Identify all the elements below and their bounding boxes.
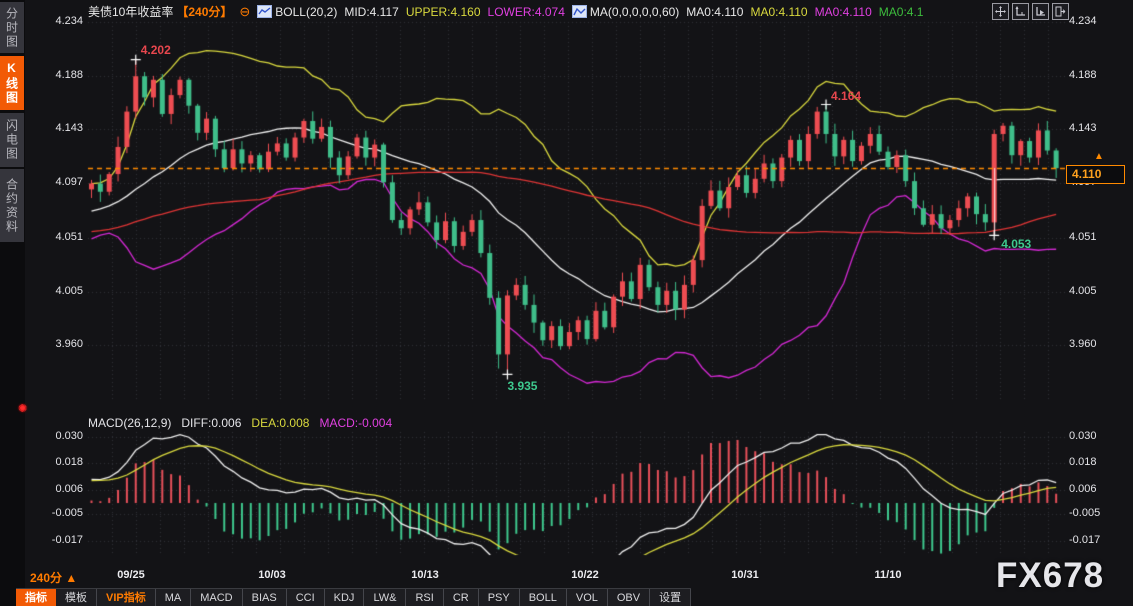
boll-lower-value: LOWER:4.074 (488, 5, 565, 19)
price-axis-tick-left: 3.960 (28, 338, 83, 350)
axis-scale-icon[interactable] (1012, 3, 1029, 20)
ma-value-2: MA0:4.110 (750, 5, 807, 19)
tab-lwr[interactable]: LW& (364, 589, 406, 606)
macd-axis-tick-left: -0.005 (28, 507, 83, 519)
chart-tools (992, 3, 1069, 20)
tab-macd[interactable]: MACD (191, 589, 242, 606)
tab-vol[interactable]: VOL (567, 589, 608, 606)
tab-ma[interactable]: MA (156, 589, 192, 606)
date-label: 10/03 (250, 569, 294, 581)
tab-settings[interactable]: 设置 (650, 589, 691, 606)
macd-dea-value: DEA:0.008 (251, 416, 309, 430)
macd-axis-tick-left: 0.006 (28, 483, 83, 495)
ma-value-1: MA0:4.110 (686, 5, 743, 19)
period-selector[interactable]: 240分 ▲ (30, 569, 77, 586)
main-chart-canvas[interactable] (0, 0, 1133, 556)
tab-psy[interactable]: PSY (479, 589, 520, 606)
tab-vip-indicator[interactable]: VIP指标 (97, 589, 156, 606)
tab-rsi[interactable]: RSI (406, 589, 443, 606)
tab-boll[interactable]: BOLL (520, 589, 567, 606)
tab-template[interactable]: 模板 (56, 589, 97, 606)
chart-annotation: 3.935 (507, 379, 537, 393)
macd-axis-tick-right: -0.017 (1069, 534, 1100, 546)
tab-cci[interactable]: CCI (287, 589, 325, 606)
price-axis-tick-left: 4.234 (28, 15, 83, 27)
pan-icon[interactable] (992, 3, 1009, 20)
date-label: 10/13 (403, 569, 447, 581)
macd-axis-tick-right: 0.030 (1069, 430, 1097, 442)
period-badge[interactable]: 【240分】 (176, 3, 232, 20)
macd-axis-tick-right: -0.005 (1069, 507, 1100, 519)
tab-flash-chart[interactable]: 闪电图 (0, 113, 24, 167)
watermark: FX678 (996, 556, 1104, 596)
price-alert-icon[interactable]: ✺ (18, 402, 27, 415)
tab-cr[interactable]: CR (444, 589, 479, 606)
x-axis-row: 240分 ▲ 09/25 10/03 10/13 10/22 10/31 11/10 (25, 564, 1133, 588)
macd-macd-value: MACD:-0.004 (319, 416, 392, 430)
price-axis-tick-right: 4.005 (1069, 285, 1097, 297)
price-axis-tick-right: 4.051 (1069, 231, 1097, 243)
price-axis-tick-right: 4.188 (1069, 69, 1097, 81)
tab-kline-chart[interactable]: K线图 (0, 56, 24, 110)
indicator-toolbar: 指标模板VIP指标MAMACDBIASCCIKDJLW&RSICRPSYBOLL… (16, 588, 691, 606)
chart-annotation: 4.053 (1001, 237, 1031, 251)
price-axis-tick-left: 4.143 (28, 122, 83, 134)
ma-value-4: MA0:4.1 (879, 5, 924, 19)
tab-time-chart[interactable]: 分时图 (0, 2, 24, 53)
tab-bias[interactable]: BIAS (243, 589, 287, 606)
chart-annotation: 4.202 (141, 43, 171, 57)
collapse-panel-icon[interactable] (1052, 3, 1069, 20)
date-label: 10/31 (723, 569, 767, 581)
tab-indicator[interactable]: 指标 (16, 589, 56, 606)
boll-indicator-icon[interactable] (257, 5, 272, 18)
macd-diff-value: DIFF:0.006 (181, 416, 241, 430)
tab-contract-info[interactable]: 合约资料 (0, 169, 24, 242)
boll-mid-value: MID:4.117 (344, 5, 398, 19)
macd-axis-tick-left: -0.017 (28, 534, 83, 546)
chart-annotation: 4.164 (831, 89, 861, 103)
boll-upper-value: UPPER:4.160 (406, 5, 481, 19)
macd-axis-tick-right: 0.006 (1069, 483, 1097, 495)
macd-axis-tick-left: 0.030 (28, 430, 83, 442)
date-label: 09/25 (109, 569, 153, 581)
chart-header: 美债10年收益率 【240分】 ⊖ BOLL(20,2) MID:4.117 U… (88, 3, 923, 20)
price-axis-tick-right: 3.960 (1069, 338, 1097, 350)
instrument-title: 美债10年收益率 (88, 3, 173, 20)
price-axis-tick-left: 4.005 (28, 285, 83, 297)
tab-kdj[interactable]: KDJ (325, 589, 365, 606)
date-label: 11/10 (866, 569, 910, 581)
price-axis-tick-right: 4.143 (1069, 122, 1097, 134)
ma-value-3: MA0:4.110 (815, 5, 872, 19)
price-axis-tick-left: 4.051 (28, 231, 83, 243)
macd-axis-tick-left: 0.018 (28, 456, 83, 468)
axis-playback-icon[interactable] (1032, 3, 1049, 20)
collapse-indicator-icon[interactable]: ⊖ (239, 5, 250, 18)
macd-header: MACD(26,12,9) DIFF:0.006 DEA:0.008 MACD:… (88, 416, 392, 430)
price-axis-tick-right: 4.234 (1069, 15, 1097, 27)
boll-name: BOLL(20,2) (275, 5, 337, 19)
ma-indicator-icon[interactable] (572, 5, 587, 18)
macd-name: MACD(26,12,9) (88, 416, 171, 430)
price-axis-tick-left: 4.188 (28, 69, 83, 81)
current-price-badge: 4.110 (1066, 165, 1125, 184)
trading-app-window: 美债10年收益率 【240分】 ⊖ BOLL(20,2) MID:4.117 U… (0, 0, 1133, 606)
macd-axis-tick-right: 0.018 (1069, 456, 1097, 468)
tab-obv[interactable]: OBV (608, 589, 650, 606)
ma-name: MA(0,0,0,0,0,60) (590, 5, 679, 19)
date-label: 10/22 (563, 569, 607, 581)
price-up-arrow-icon: ▲ (1094, 151, 1104, 162)
left-sidebar: ✺ 分时图 K线图闪电图合约资料 (0, 0, 25, 606)
price-axis-tick-left: 4.097 (28, 176, 83, 188)
